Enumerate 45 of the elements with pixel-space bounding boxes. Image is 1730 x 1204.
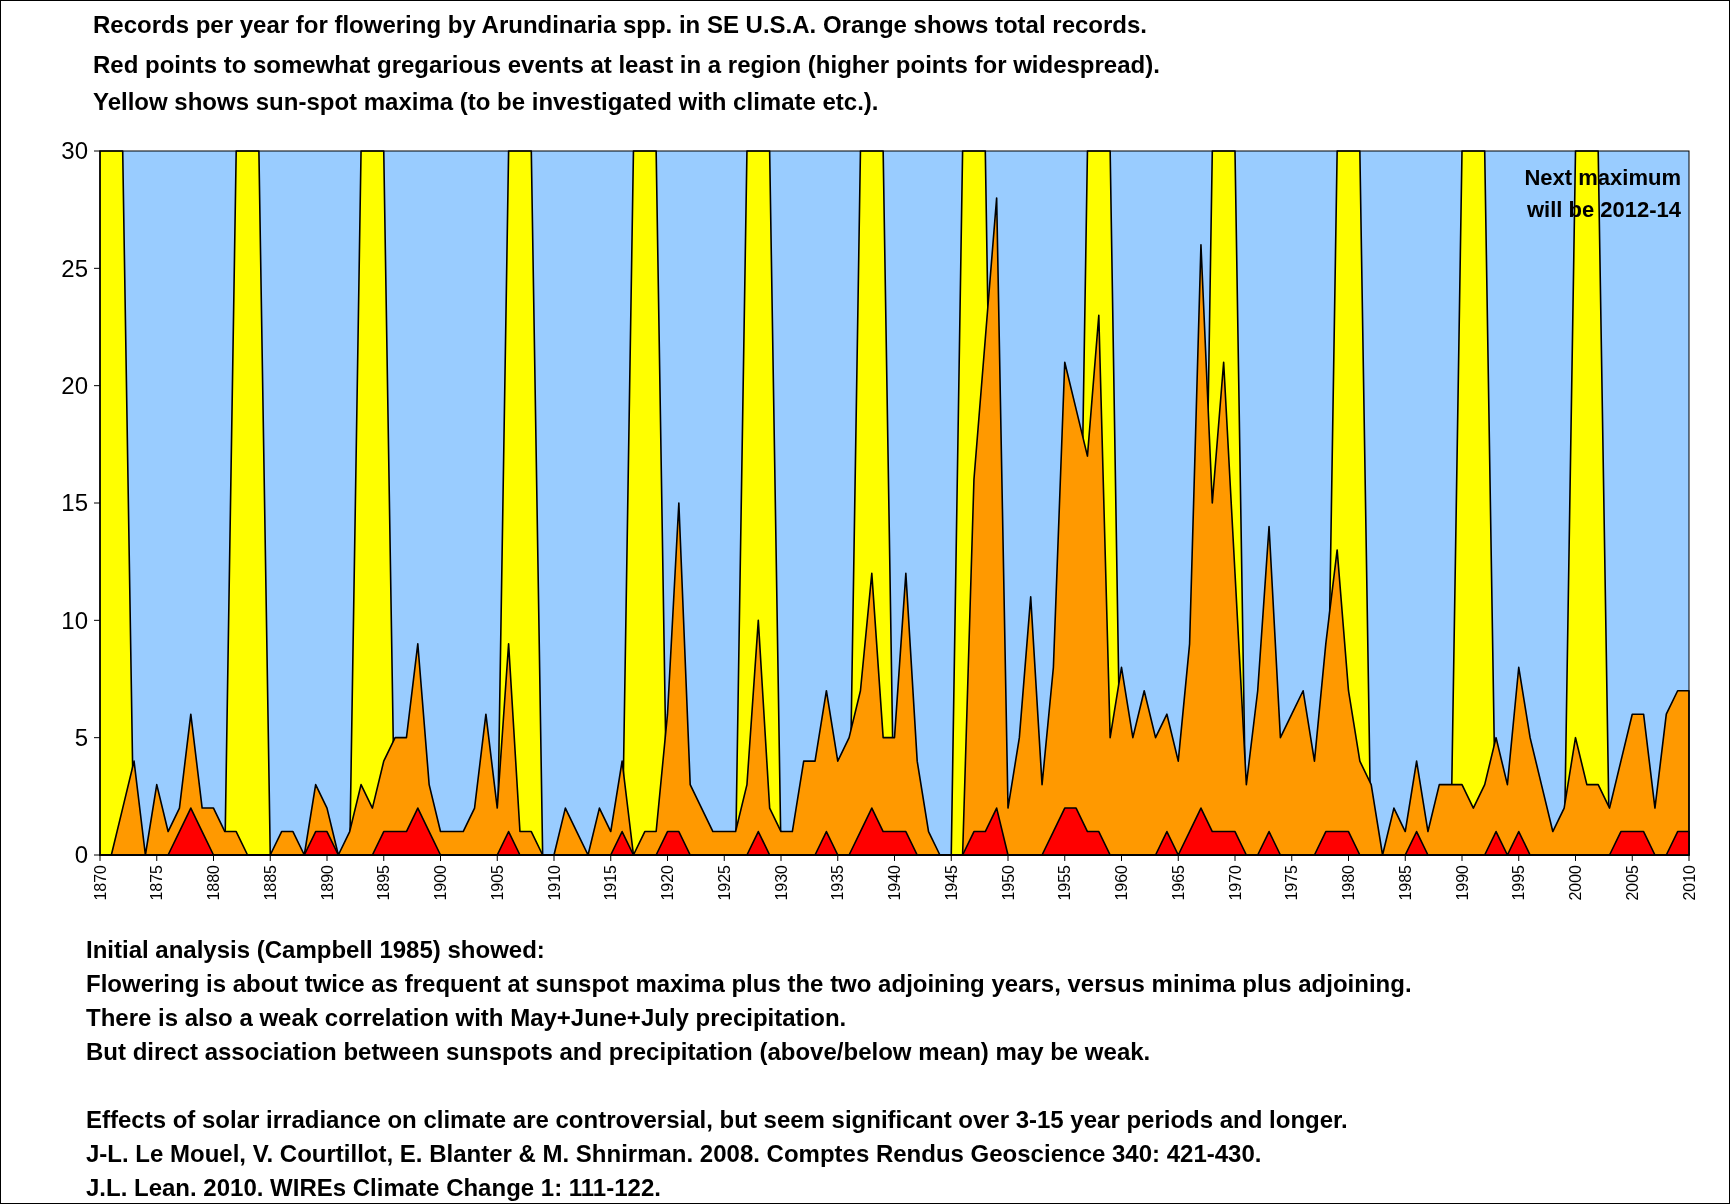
y-tick-label: 10 [61, 606, 88, 634]
y-tick-label: 5 [74, 724, 88, 752]
text: Flowering is about twice as frequent at sunspot maxima plus the two adjoining years, versus minima plus adjoining. [86, 970, 1412, 997]
x-tick-label: 1915 [602, 864, 620, 901]
x-tick-label: 2000 [1567, 864, 1585, 901]
y-tick-label: 20 [61, 372, 88, 400]
chart-subtitle: Red points to somewhat gregarious events at least in a region (higher points for widespread). Yellow shows sun-spot maxima (to be investigated with climate etc.). [93, 51, 1160, 115]
x-tick-label: 1975 [1283, 864, 1301, 901]
y-tick-label: 30 [61, 137, 88, 165]
y-tick-label: 0 [74, 841, 88, 869]
x-tick-label: 1985 [1396, 864, 1414, 901]
x-tick-label: 1955 [1056, 864, 1074, 901]
x-tick-label: 1920 [659, 864, 677, 901]
x-tick-label: 1895 [375, 864, 393, 901]
x-tick-label: 1945 [942, 864, 960, 901]
text: But direct association between sunspots and precipitation (above/below mean) may be weak. [86, 1038, 1151, 1065]
x-tick-label: 1995 [1510, 864, 1528, 901]
x-tick-label: 1905 [488, 864, 506, 901]
y-tick-label: 15 [61, 489, 88, 517]
text: Initial analysis (Campbell 1985) showed: [86, 936, 545, 963]
text: Effects of solar irradiance on climate are controversial, but seem significant over 3-15 year periods and longer. [86, 1106, 1348, 1133]
x-tick-label: 1925 [715, 864, 733, 901]
y-tick-label: 25 [61, 254, 88, 282]
x-tick-label: 1870 [91, 864, 109, 901]
x-tick-label: 1965 [1169, 864, 1187, 901]
x-tick-label: 1940 [886, 864, 904, 901]
x-tick-label: 2010 [1680, 864, 1698, 901]
x-tick-label: 1880 [205, 864, 223, 901]
x-tick-label: 1930 [772, 864, 790, 901]
chart-title: Records per year for flowering by Arundinaria spp. in SE U.S.A. Orange shows total records. [93, 11, 1148, 38]
x-tick-label: 1960 [1113, 864, 1131, 901]
x-tick-label: 1910 [545, 864, 563, 901]
x-tick-label: 1890 [318, 864, 336, 901]
x-tick-label: 2005 [1623, 864, 1641, 901]
x-tick-label: 1980 [1340, 864, 1358, 901]
x-tick-label: 1970 [1226, 864, 1244, 901]
x-tick-label: 1885 [261, 864, 279, 901]
text: There is also a weak correlation with May+June+July precipitation. [86, 1004, 847, 1031]
x-tick-label: 1950 [999, 864, 1017, 901]
text: J.L. Lean. 2010. WIREs Climate Change 1: 111-122. [86, 1174, 661, 1201]
x-tick-label: 1875 [148, 864, 166, 901]
x-tick-label: 1990 [1453, 864, 1471, 901]
text: J-L. Le Mouel, V. Courtillot, E. Blanter & M. Shnirman. 2008. Comptes Rendus Geoscience 340: 421-430. [86, 1140, 1262, 1167]
x-tick-label: 1935 [829, 864, 847, 901]
x-tick-label: 1900 [432, 864, 450, 901]
